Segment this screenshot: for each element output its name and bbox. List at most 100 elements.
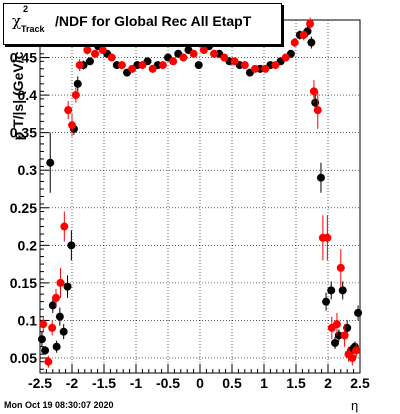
data-point (307, 36, 316, 49)
marker (107, 53, 116, 62)
x-tick-label: 2.5 (350, 375, 370, 391)
data-point (71, 87, 80, 103)
data-point (261, 64, 270, 73)
data-point (251, 64, 260, 73)
marker (322, 297, 331, 306)
marker (332, 320, 341, 329)
marker (251, 64, 260, 73)
x-tick-label: 1.5 (286, 375, 306, 391)
marker (331, 338, 340, 347)
grid-lines (40, 20, 360, 373)
data-point (332, 312, 341, 336)
data-point (128, 64, 137, 73)
data-point (138, 61, 147, 70)
data-point (60, 211, 69, 242)
y-tick-label: 0.05 (10, 350, 37, 366)
marker (138, 61, 147, 70)
x-tick-label: 2 (324, 375, 332, 391)
data-point (37, 331, 46, 347)
data-point (59, 324, 68, 340)
footer-timestamp: Mon Oct 19 08:30:07 2020 (4, 400, 114, 410)
y-axis-title: p T/|s| (GeV/c (10, 51, 26, 141)
marker (189, 49, 198, 58)
marker (85, 57, 94, 66)
data-point (327, 281, 336, 300)
marker (271, 61, 280, 70)
marker (39, 320, 48, 329)
data-point (194, 61, 203, 70)
marker (327, 286, 336, 295)
marker (194, 61, 203, 70)
data-point (75, 59, 84, 72)
data-point (73, 76, 82, 92)
marker (290, 38, 299, 47)
data-point (68, 113, 76, 137)
data-point (117, 61, 126, 70)
marker (83, 46, 92, 55)
chart-title: χ 2 Track /NDF for Global Rec All EtapT (12, 4, 251, 34)
data-point (158, 61, 167, 70)
data-point (316, 162, 325, 193)
data-point (327, 316, 336, 340)
marker (311, 98, 320, 107)
marker (73, 79, 82, 88)
marker (75, 61, 84, 70)
data-point (199, 46, 208, 55)
data-point (323, 215, 332, 261)
marker (306, 19, 315, 28)
y-tick-label: 0.4 (18, 87, 38, 103)
tick-labels: -2.5 -2 -1.5 -1 -0.5 0 0.5 1 1.5 2 2.5 0.05 0.1 0.15 0… (10, 50, 370, 391)
marker (230, 57, 239, 66)
data-point (55, 307, 64, 326)
data-point (46, 132, 55, 193)
data-point (64, 101, 73, 120)
x-tick-label: 0.5 (222, 375, 242, 391)
data-point (220, 53, 229, 62)
x-tick-label: -2 (66, 375, 79, 391)
marker (117, 61, 126, 70)
marker (37, 335, 46, 344)
marker (313, 106, 322, 115)
data-point (169, 57, 178, 66)
data-point (340, 324, 349, 347)
data-point (107, 53, 116, 62)
y-tick-label: 0.1 (18, 312, 38, 328)
data-series (37, 17, 363, 368)
data-point (148, 64, 157, 73)
marker (340, 331, 349, 340)
data-point (39, 316, 48, 332)
data-point (306, 17, 315, 30)
y-tick-label: 0.35 (10, 125, 37, 141)
marker (59, 327, 68, 336)
data-point (240, 61, 249, 70)
data-point (336, 249, 345, 287)
y-tick-label: 0.25 (10, 200, 37, 216)
x-tick-label: 0 (196, 375, 204, 391)
marker (199, 46, 208, 55)
data-point (48, 297, 57, 313)
marker (336, 263, 345, 272)
data-point (313, 91, 322, 129)
axis-ticks (39, 23, 361, 373)
y-tick-label: 0.2 (18, 237, 38, 253)
data-point (41, 345, 50, 355)
title-superscript: 2 (23, 4, 29, 14)
data-point (85, 57, 94, 66)
data-point (210, 49, 219, 58)
chi-symbol: χ (12, 12, 22, 30)
y-tick-label: 0.3 (18, 162, 38, 178)
data-point (52, 288, 60, 307)
y-tick-label: 0.45 (10, 50, 37, 66)
marker (148, 64, 157, 73)
marker (46, 158, 55, 167)
marker (323, 233, 332, 242)
x-tick-label: -1 (130, 375, 143, 391)
data-point (354, 305, 363, 321)
marker (98, 46, 107, 55)
data-point (98, 46, 107, 55)
x-tick-label: -2.5 (28, 375, 52, 391)
marker (91, 49, 100, 58)
marker (348, 353, 357, 362)
chart-title-box: χ 2 Track /NDF for Global Rec All EtapT (3, 3, 282, 45)
